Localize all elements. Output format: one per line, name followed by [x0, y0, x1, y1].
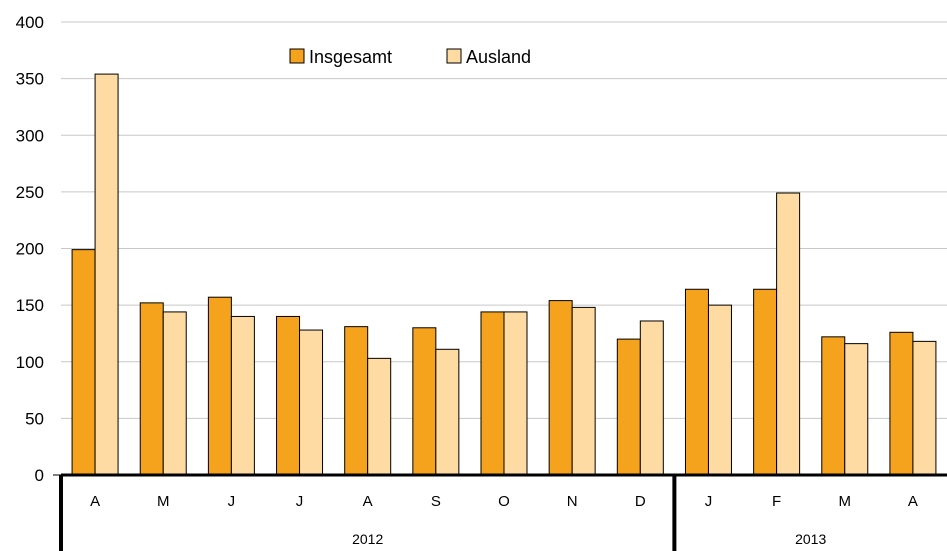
- x-tick-label: S: [431, 493, 441, 510]
- y-tick-label: 50: [25, 409, 44, 428]
- bar-insgesamt: [71, 249, 96, 476]
- bar-insgesamt: [344, 326, 369, 476]
- bar-insgesamt: [207, 296, 232, 476]
- bar-ausland: [503, 311, 528, 476]
- x-tick-label: A: [90, 493, 100, 510]
- bar-ausland: [94, 73, 119, 476]
- x-tick-label: J: [228, 493, 236, 510]
- x-tick-label: J: [296, 493, 304, 510]
- x-group-label: 2013: [795, 531, 826, 547]
- x-tick-label: O: [498, 493, 510, 510]
- legend: Insgesamt Ausland: [266, 38, 566, 76]
- category-axis: A M J J A S O N D J F M A 2012 2013: [53, 473, 947, 551]
- bar-ausland: [639, 320, 664, 476]
- y-axis-tick-labels: 0 50 100 150 200 250 300 350 400: [16, 13, 44, 485]
- bar-insgesamt: [480, 311, 505, 476]
- bar-ausland: [367, 357, 392, 476]
- bar-insgesamt: [821, 336, 846, 476]
- y-tick-label: 350: [16, 70, 44, 89]
- bar-insgesamt: [139, 302, 164, 476]
- bar-insgesamt: [616, 338, 641, 476]
- bar-insgesamt: [548, 300, 573, 476]
- bar-insgesamt: [889, 331, 914, 476]
- x-tick-label: D: [635, 493, 646, 510]
- x-tick-label: J: [705, 493, 713, 510]
- bar-ausland: [230, 315, 255, 476]
- bar-ausland: [162, 311, 187, 476]
- bar-insgesamt: [753, 288, 778, 476]
- y-tick-label: 100: [16, 353, 44, 372]
- legend-background: [266, 38, 566, 76]
- y-tick-label: 200: [16, 240, 44, 259]
- bar-ausland: [844, 343, 869, 476]
- y-tick-label: 300: [16, 126, 44, 145]
- bar-ausland: [776, 192, 801, 476]
- x-group-label: 2012: [352, 531, 383, 547]
- x-tick-label: M: [839, 493, 852, 510]
- x-tick-label: A: [908, 493, 918, 510]
- legend-label-insgesamt: Insgesamt: [309, 47, 392, 67]
- y-tick-label: 0: [35, 466, 44, 485]
- bar-ausland: [912, 340, 937, 476]
- bar-ausland: [435, 348, 460, 476]
- x-tick-label: N: [567, 493, 578, 510]
- bars: [71, 73, 937, 476]
- bar-ausland: [707, 304, 732, 476]
- bar-insgesamt: [684, 288, 709, 476]
- bar-ausland: [571, 306, 596, 476]
- legend-swatch-ausland: [446, 48, 462, 64]
- y-tick-label: 400: [16, 13, 44, 32]
- x-tick-label: M: [157, 493, 170, 510]
- y-tick-label: 150: [16, 296, 44, 315]
- bar-ausland: [299, 329, 324, 476]
- x-tick-label: A: [363, 493, 373, 510]
- y-tick-label: 250: [16, 183, 44, 202]
- x-tick-label: F: [772, 493, 781, 510]
- legend-label-ausland: Ausland: [466, 47, 531, 67]
- bar-insgesamt: [412, 327, 437, 476]
- legend-swatch-insgesamt: [289, 48, 305, 64]
- bar-insgesamt: [276, 315, 301, 476]
